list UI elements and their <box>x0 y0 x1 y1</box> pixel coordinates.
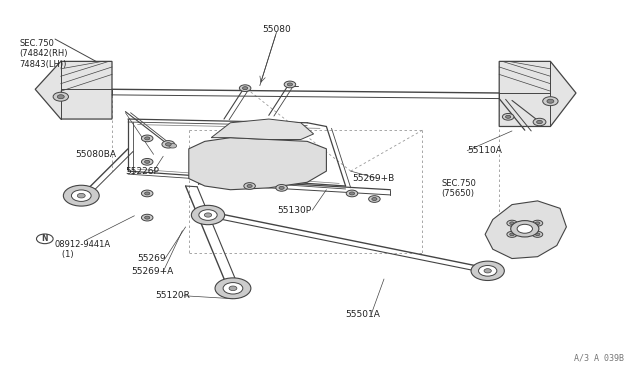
Circle shape <box>532 231 543 237</box>
Circle shape <box>517 224 532 233</box>
Circle shape <box>72 190 91 201</box>
Circle shape <box>141 135 153 142</box>
Circle shape <box>522 227 527 230</box>
Text: 55501A: 55501A <box>346 310 380 319</box>
Text: 55226P: 55226P <box>125 167 159 176</box>
Circle shape <box>518 225 531 232</box>
Circle shape <box>77 193 85 198</box>
Circle shape <box>53 92 68 101</box>
Circle shape <box>507 231 517 237</box>
Circle shape <box>502 113 514 120</box>
Circle shape <box>199 210 217 220</box>
Polygon shape <box>35 61 112 119</box>
Circle shape <box>535 233 540 236</box>
Polygon shape <box>485 201 566 259</box>
Circle shape <box>141 158 153 165</box>
Circle shape <box>162 141 175 148</box>
Circle shape <box>244 183 255 189</box>
Circle shape <box>58 95 64 99</box>
Circle shape <box>165 142 172 146</box>
Circle shape <box>36 234 53 244</box>
Circle shape <box>535 222 540 225</box>
Text: 55130P: 55130P <box>277 206 311 215</box>
Circle shape <box>479 266 497 276</box>
Circle shape <box>223 283 243 294</box>
Circle shape <box>191 205 225 225</box>
Circle shape <box>471 261 504 280</box>
Text: 55080BA: 55080BA <box>76 150 116 159</box>
Circle shape <box>141 214 153 221</box>
Circle shape <box>369 196 380 202</box>
Circle shape <box>532 220 543 226</box>
Circle shape <box>506 115 511 118</box>
Circle shape <box>145 216 150 219</box>
Text: SEC.750
(74842(RH)
74843(LH)): SEC.750 (74842(RH) 74843(LH)) <box>19 39 68 69</box>
Text: 08912-9441A
   (1): 08912-9441A (1) <box>54 240 111 259</box>
Polygon shape <box>189 138 326 190</box>
Circle shape <box>239 85 251 92</box>
Circle shape <box>349 192 355 195</box>
Circle shape <box>533 118 546 126</box>
Circle shape <box>509 233 515 236</box>
Circle shape <box>145 137 150 140</box>
Text: SEC.750
(75650): SEC.750 (75650) <box>442 179 476 198</box>
Circle shape <box>169 144 177 148</box>
Text: 55120R: 55120R <box>156 291 190 300</box>
Circle shape <box>204 213 212 217</box>
Text: 55269: 55269 <box>138 254 166 263</box>
Circle shape <box>243 87 248 90</box>
Circle shape <box>287 83 292 86</box>
Circle shape <box>484 269 492 273</box>
Circle shape <box>141 190 153 197</box>
Circle shape <box>229 286 237 291</box>
Text: N: N <box>42 234 48 243</box>
Circle shape <box>511 221 539 237</box>
Circle shape <box>247 185 252 187</box>
Circle shape <box>346 190 358 197</box>
Circle shape <box>509 222 515 225</box>
Circle shape <box>536 120 543 124</box>
Text: 55269+B: 55269+B <box>352 174 394 183</box>
Text: A/3 A 039B: A/3 A 039B <box>574 354 624 363</box>
Text: 55110A: 55110A <box>467 146 502 155</box>
Circle shape <box>145 160 150 163</box>
Circle shape <box>63 185 99 206</box>
Text: 55269+A: 55269+A <box>131 267 173 276</box>
Circle shape <box>279 186 284 189</box>
Polygon shape <box>211 119 314 140</box>
Circle shape <box>276 185 287 191</box>
Circle shape <box>284 81 296 88</box>
Text: 55080: 55080 <box>262 25 291 34</box>
Polygon shape <box>499 61 576 126</box>
Circle shape <box>543 97 558 106</box>
Circle shape <box>547 99 554 103</box>
Circle shape <box>507 220 517 226</box>
Circle shape <box>372 198 377 201</box>
Circle shape <box>145 192 150 195</box>
Circle shape <box>215 278 251 299</box>
